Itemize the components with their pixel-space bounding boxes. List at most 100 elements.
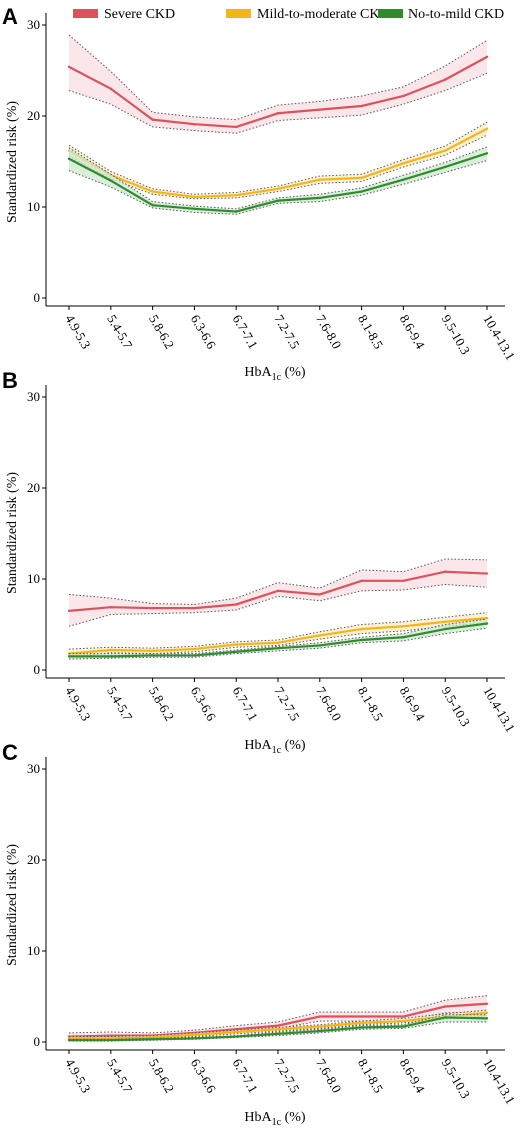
x-tick-label: 9.5-10.3 xyxy=(439,684,474,729)
data-point xyxy=(110,649,112,651)
x-axis-title-main: HbA xyxy=(244,365,272,380)
data-point xyxy=(110,179,112,181)
data-point xyxy=(151,204,153,206)
data-point xyxy=(444,166,446,168)
data-point xyxy=(151,190,153,192)
data-point xyxy=(193,648,195,650)
data-point xyxy=(277,112,279,114)
x-tick-label: 4.9-5.3 xyxy=(62,684,93,723)
data-point xyxy=(486,1003,488,1005)
legend-label: No-to-mild CKD xyxy=(408,7,504,22)
data-point xyxy=(235,1035,237,1037)
x-tick-label: 6.7-7.1 xyxy=(230,1056,261,1095)
data-point xyxy=(193,196,195,198)
panel-c: C01020304.9-5.3 5.4-5.7 5.8-6.2 6.3-6.6 6.7-… xyxy=(2,740,518,1128)
data-point xyxy=(360,1022,362,1024)
x-tick-label: 5.4-5.7 xyxy=(104,1056,136,1096)
legend-label: Severe CKD xyxy=(104,7,175,22)
data-point xyxy=(402,636,404,638)
y-axis-title: Standardized risk (%) xyxy=(5,844,20,966)
data-point xyxy=(360,1015,362,1017)
data-point xyxy=(277,647,279,649)
data-point xyxy=(319,1015,321,1017)
data-point xyxy=(444,149,446,151)
data-point xyxy=(486,617,488,619)
x-axis-title-unit: (%) xyxy=(281,738,306,753)
data-point xyxy=(235,210,237,212)
legend-swatch xyxy=(226,9,251,18)
data-point xyxy=(360,1026,362,1028)
data-point xyxy=(235,194,237,196)
series-0 xyxy=(68,35,488,133)
data-point xyxy=(193,1034,195,1036)
data-point xyxy=(486,1012,488,1014)
data-point xyxy=(402,580,404,582)
data-point xyxy=(360,190,362,192)
data-point xyxy=(68,610,70,612)
y-axis-title: Standardized risk (%) xyxy=(5,101,20,223)
legend-swatch xyxy=(378,9,403,18)
data-point xyxy=(319,593,321,595)
data-point xyxy=(444,78,446,80)
data-point xyxy=(110,88,112,90)
data-point xyxy=(402,95,404,97)
x-tick-label: 5.8-6.2 xyxy=(146,1056,177,1095)
x-axis-title-unit: (%) xyxy=(281,365,306,380)
legend-swatch xyxy=(73,9,98,18)
data-point xyxy=(235,603,237,605)
data-point xyxy=(444,571,446,573)
data-point xyxy=(68,158,70,160)
confidence-band xyxy=(69,559,487,626)
x-tick-label: 10.4-13.1 xyxy=(480,1056,518,1107)
x-tick-label: 4.9-5.3 xyxy=(62,312,93,351)
panel-b: B01020304.9-5.3 5.4-5.7 5.8-6.2 6.3-6.6 6.7-… xyxy=(2,368,518,756)
legend-label: Mild-to-moderate CKD xyxy=(257,7,390,22)
y-tick-label: 20 xyxy=(27,480,40,495)
data-point xyxy=(360,628,362,630)
data-point xyxy=(444,1005,446,1007)
x-tick-label: 7.6-8.0 xyxy=(313,312,344,351)
x-tick-label: 8.1-8.5 xyxy=(355,312,386,351)
data-point xyxy=(486,128,488,130)
data-point xyxy=(402,1025,404,1027)
data-point xyxy=(319,1025,321,1027)
data-point xyxy=(360,580,362,582)
data-point xyxy=(193,123,195,125)
y-tick-label: 10 xyxy=(27,571,40,586)
data-point xyxy=(193,1037,195,1039)
data-point xyxy=(444,621,446,623)
y-tick-label: 20 xyxy=(27,108,40,123)
data-point xyxy=(360,105,362,107)
data-point xyxy=(193,208,195,210)
data-point xyxy=(444,1016,446,1018)
y-tick-label: 10 xyxy=(27,943,40,958)
panel-letter: C xyxy=(2,740,18,765)
panel-a: A 0 10 20 30 4.9-5.3 5.4-5.7 5.8-6.2 6.3-6.6 6.7-… xyxy=(2,4,518,383)
data-point xyxy=(68,66,70,68)
data-point xyxy=(193,607,195,609)
data-point xyxy=(319,634,321,636)
data-point xyxy=(486,572,488,574)
x-tick-label: 8.1-8.5 xyxy=(355,1056,386,1095)
x-axis-title: HbA1c (%) xyxy=(244,738,306,756)
x-tick-label: 10.4-13.1 xyxy=(480,684,518,735)
x-tick-label: 8.1-8.5 xyxy=(355,684,386,723)
y-tick-label: 20 xyxy=(27,852,40,867)
x-tick-label: 7.6-8.0 xyxy=(313,684,344,723)
x-tick-label: 8.6-9.4 xyxy=(397,684,429,724)
data-point xyxy=(319,644,321,646)
x-tick-label: 6.3-6.6 xyxy=(188,1056,220,1096)
data-point xyxy=(235,1031,237,1033)
y-tick-label: 10 xyxy=(27,199,40,214)
x-tick-label: 7.2-7.5 xyxy=(271,684,302,723)
x-tick-label: 8.6-9.4 xyxy=(397,1056,429,1096)
x-tick-label: 7.6-8.0 xyxy=(313,1056,344,1095)
data-point xyxy=(277,1028,279,1030)
data-point xyxy=(68,655,70,657)
confidence-band xyxy=(69,35,487,133)
x-axis-title-unit: (%) xyxy=(281,1110,306,1125)
data-point xyxy=(110,1039,112,1041)
data-point xyxy=(235,126,237,128)
data-point xyxy=(319,197,321,199)
x-tick-label: 4.9-5.3 xyxy=(62,1056,93,1095)
